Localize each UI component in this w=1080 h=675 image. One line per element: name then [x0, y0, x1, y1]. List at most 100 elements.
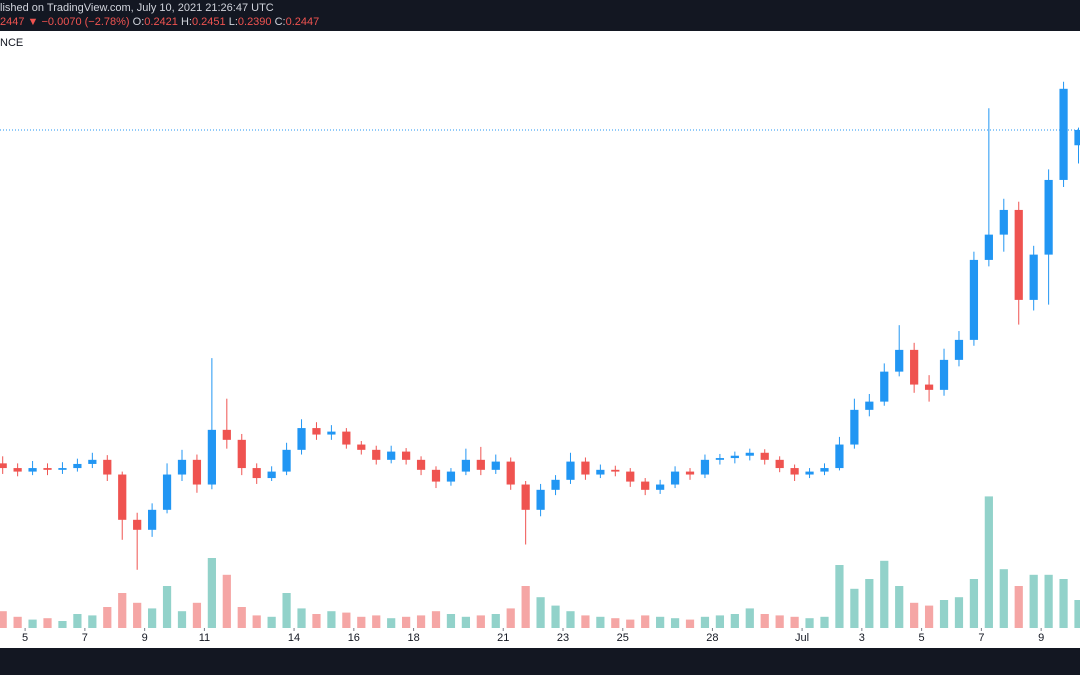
candle-body [58, 468, 67, 470]
candle-body [685, 471, 695, 475]
x-tick-label: 7 [82, 632, 88, 644]
volume-bar [491, 614, 500, 628]
candle-body [910, 349, 919, 385]
volume-bar [58, 621, 67, 628]
last-price: 2447 [0, 16, 24, 28]
volume-bar [43, 618, 52, 628]
volume-bar [28, 619, 37, 628]
ohlc-label: C: [275, 16, 286, 28]
volume-bar [0, 611, 7, 628]
candle-body [939, 359, 949, 390]
volume-bar [267, 616, 276, 628]
volume-bar [118, 593, 127, 628]
change-arrow: ▼ [28, 16, 39, 28]
volume-bar [910, 602, 919, 628]
ohlc-value: 0.2451 [192, 16, 226, 28]
volume-bar [446, 614, 456, 628]
ohlc-value: 0.2421 [144, 16, 178, 28]
volume-bar [626, 619, 635, 628]
candle-body [13, 468, 22, 472]
ohlc-label: H: [181, 16, 192, 28]
volume-bar [461, 616, 470, 628]
x-tick-label: 5 [22, 632, 28, 644]
candle-body [670, 471, 680, 485]
volume-bar [1074, 600, 1080, 628]
candle-body [446, 471, 456, 482]
volume-bar [521, 586, 530, 628]
candle-body [357, 444, 366, 450]
candle-body [342, 431, 351, 445]
volume-bar [387, 618, 396, 628]
volume-bar [1044, 574, 1053, 628]
volume-bar [895, 586, 904, 628]
candle-body [1044, 179, 1053, 255]
volume-bar [297, 608, 306, 628]
volume-bar [566, 611, 575, 628]
x-tick-label: 21 [497, 632, 509, 644]
volume-bar [611, 618, 620, 628]
candle-body [222, 429, 231, 440]
volume-bar [880, 560, 889, 628]
volume-bar [745, 608, 754, 628]
volume-bar [641, 615, 650, 628]
volume-bar [177, 611, 187, 628]
candle-body [402, 451, 411, 460]
candle-body [312, 428, 321, 435]
volume-bar [402, 616, 411, 628]
volume-bar [327, 611, 336, 628]
candle-body [387, 451, 396, 460]
candle-body [103, 459, 112, 475]
x-tick-label: Jul [795, 632, 809, 644]
candle-body [924, 384, 934, 390]
ohlc-label: L: [229, 16, 238, 28]
candle-body [865, 401, 874, 410]
volume-bar [865, 579, 874, 628]
candle-body [491, 461, 500, 470]
candle-body [880, 371, 889, 402]
volume-bar [88, 615, 97, 628]
x-tick-label: 16 [348, 632, 360, 644]
candle-body [790, 468, 799, 475]
volume-bar [685, 619, 695, 628]
candle-body [596, 469, 605, 475]
volume-bar [924, 605, 934, 628]
candle-body [730, 455, 739, 459]
volume-bar [984, 496, 993, 628]
candle-body [237, 439, 246, 469]
candle-body [506, 461, 515, 485]
volume-bar [760, 614, 769, 628]
x-tick-label: 28 [706, 632, 718, 644]
candle-body [954, 339, 964, 360]
candle-body [745, 452, 754, 456]
candle-body [969, 259, 979, 340]
candle-body [282, 449, 291, 472]
candle-body [73, 463, 82, 469]
candle-body [850, 409, 859, 445]
candle-body [1014, 209, 1023, 300]
candle-body [461, 459, 470, 472]
candle-body [177, 459, 187, 475]
volume-bar [416, 615, 426, 628]
candle-body [133, 519, 142, 530]
volume-bar [775, 615, 784, 628]
volume-bar [13, 616, 22, 628]
footer-bar [0, 648, 1080, 675]
volume-bar [476, 615, 485, 628]
volume-bar [372, 615, 381, 628]
candle-body [162, 474, 172, 510]
volume-bar [939, 600, 949, 628]
candle-body [984, 234, 993, 260]
candle-body [416, 459, 426, 470]
candle-body [147, 509, 157, 530]
volume-bar [237, 607, 246, 628]
volume-bar [656, 616, 665, 628]
candle-body [521, 484, 530, 510]
candle-body [805, 471, 814, 475]
volume-bar [312, 614, 321, 628]
candle-body [1074, 129, 1080, 146]
x-tick-label: 25 [617, 632, 629, 644]
volume-bar [670, 618, 680, 628]
candle-body [611, 469, 620, 472]
volume-bar [222, 574, 231, 628]
